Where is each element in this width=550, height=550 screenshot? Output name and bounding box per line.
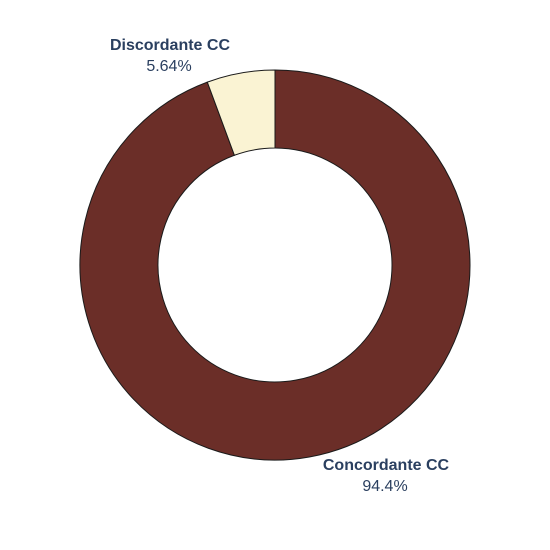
- slice-discordante-cc[interactable]: [206, 69, 276, 156]
- slice-concordante-cc[interactable]: [79, 69, 471, 461]
- label-concordante: Concordante CC 94.4%: [323, 457, 450, 495]
- slice-label-concordante: Concordante CC: [323, 457, 450, 474]
- donut-slices: [79, 69, 471, 461]
- slice-value-concordante: 94.4%: [362, 478, 407, 495]
- slice-label-discordante: Discordante CC: [110, 37, 230, 54]
- slice-value-discordante: 5.64%: [146, 58, 191, 75]
- label-discordante: Discordante CC 5.64%: [110, 37, 230, 75]
